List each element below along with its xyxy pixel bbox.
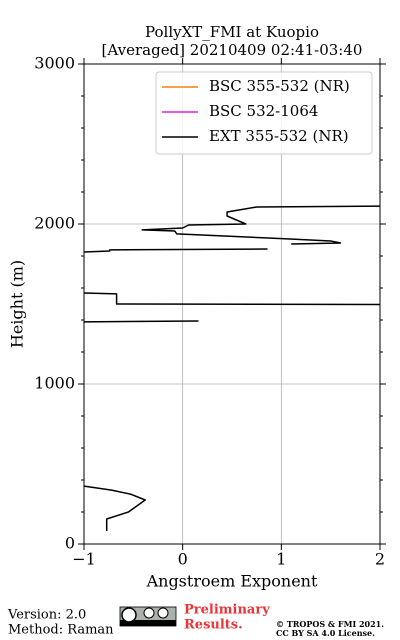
legend-label: BSC 532-1064 bbox=[209, 102, 318, 120]
y-tick-label: 3000 bbox=[34, 54, 75, 73]
license: CC BY SA 4.0 License. bbox=[276, 628, 375, 638]
legend: BSC 355-532 (NR) BSC 532-1064 EXT 355-532 … bbox=[155, 71, 373, 155]
y-tick-label: 0 bbox=[65, 534, 75, 553]
chart-title: PollyXT_FMI at Kuopio bbox=[145, 23, 319, 41]
cc-badge bbox=[119, 606, 177, 627]
copyright: © TROPOS & FMI 2021. bbox=[276, 619, 384, 629]
x-tick-label: 1 bbox=[276, 550, 286, 569]
x-tick-label: 0 bbox=[178, 550, 188, 569]
preliminary-notice: Preliminary bbox=[184, 603, 270, 618]
x-tick-label: −1 bbox=[72, 550, 96, 569]
plot-lines bbox=[84, 205, 380, 531]
y-tick-label: 1000 bbox=[34, 374, 75, 393]
legend-label: BSC 355-532 (NR) bbox=[209, 77, 350, 95]
version: Version: 2.0 bbox=[7, 608, 86, 623]
series-line bbox=[84, 205, 380, 531]
x-axis-label: Angstroem Exponent bbox=[146, 572, 318, 591]
legend-box bbox=[155, 71, 373, 155]
y-axis-label: Height (m) bbox=[8, 260, 27, 348]
legend-label: EXT 355-532 (NR) bbox=[209, 127, 349, 145]
plot-frame bbox=[83, 63, 381, 545]
preliminary-notice: Results. bbox=[184, 618, 243, 633]
chart-subtitle: [Averaged] 20210409 02:41-03:40 bbox=[102, 41, 363, 59]
footer: Version: 2.0 Method: Raman Preliminary R… bbox=[7, 603, 384, 639]
y-tick-label: 2000 bbox=[34, 214, 75, 233]
method: Method: Raman bbox=[8, 623, 114, 638]
x-tick-label: 2 bbox=[375, 550, 385, 569]
